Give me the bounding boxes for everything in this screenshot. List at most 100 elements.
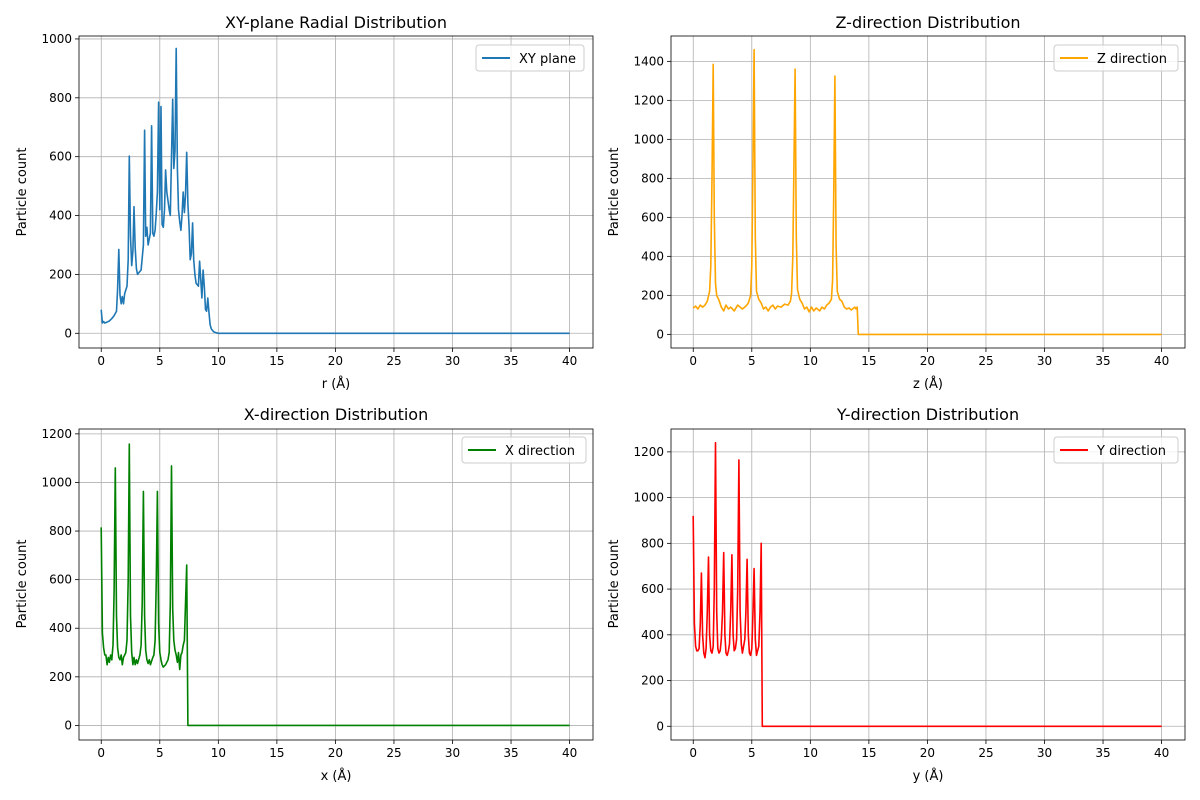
x-tick-label: 0 <box>97 746 105 760</box>
x-axis-label: r (Å) <box>322 376 351 392</box>
y-tick-label: 1200 <box>633 445 664 459</box>
y-tick-label: 1200 <box>41 427 72 441</box>
y-tick-label: 600 <box>641 210 664 224</box>
x-tick-label: 35 <box>503 354 518 368</box>
axes-frame <box>670 35 1186 349</box>
x-tick-label: 15 <box>861 354 876 368</box>
axes-frame <box>78 35 594 349</box>
legend-box <box>1053 44 1179 72</box>
y-tick-label: 800 <box>641 536 664 550</box>
series-line <box>100 443 570 727</box>
x-axis-label: y (Å) <box>913 768 944 784</box>
y-tick-label: 400 <box>49 209 72 223</box>
x-tick-label: 40 <box>562 746 577 760</box>
chart-title: Y-direction Distribution <box>836 405 1019 424</box>
x-tick-label: 40 <box>562 354 577 368</box>
x-tick-label: 25 <box>978 746 993 760</box>
y-tick-label: 800 <box>641 171 664 185</box>
legend-label: Y direction <box>1096 444 1166 459</box>
x-tick-label: 40 <box>1154 746 1169 760</box>
x-tick-label: 20 <box>328 746 343 760</box>
x-tick-label: 25 <box>978 354 993 368</box>
legend-box <box>1053 436 1179 464</box>
x-tick-label: 15 <box>861 746 876 760</box>
plot-area: 0 5 10 15 20 25 30 35 40020040060080010001200140… <box>633 35 1186 368</box>
x-tick-label: 30 <box>445 354 460 368</box>
legend: X direction <box>461 436 587 464</box>
y-tick-label: 200 <box>641 674 664 688</box>
x-tick-label: 5 <box>748 354 756 368</box>
subplot-x-direction: X-direction Distribution 0 5 10 15 20 25 30 35 4… <box>15 405 594 784</box>
legend: XY plane <box>475 44 585 72</box>
x-tick-label: 10 <box>211 354 226 368</box>
y-tick-label: 400 <box>49 621 72 635</box>
x-tick-label: 20 <box>920 746 935 760</box>
y-tick-label: 1000 <box>41 32 72 46</box>
legend: Z direction <box>1053 44 1179 72</box>
y-tick-label: 1200 <box>633 93 664 107</box>
x-tick-label: 20 <box>328 354 343 368</box>
y-axis-label: Particle count <box>15 148 30 237</box>
y-tick-label: 0 <box>656 327 664 341</box>
legend-label: X direction <box>505 444 575 459</box>
y-tick-label: 200 <box>49 670 72 684</box>
y-axis-label: Particle count <box>607 148 622 237</box>
series-line <box>692 48 1162 336</box>
y-tick-label: 400 <box>641 628 664 642</box>
axes-frame <box>670 428 1186 741</box>
subplot-y-direction: Y-direction Distribution 0 5 10 15 20 25 30 35 4… <box>607 405 1186 784</box>
x-tick-label: 30 <box>1037 354 1052 368</box>
subplot-z-direction: Z-direction Distribution 0 5 10 15 20 25 30 35 4… <box>607 13 1186 392</box>
y-tick-label: 800 <box>49 524 72 538</box>
x-tick-label: 5 <box>748 746 756 760</box>
y-tick-label: 1000 <box>633 132 664 146</box>
legend-label: XY plane <box>519 52 576 67</box>
legend-label: Z direction <box>1097 52 1167 67</box>
x-axis-label: x (Å) <box>321 768 352 784</box>
y-tick-label: 600 <box>49 573 72 587</box>
y-tick-label: 1000 <box>41 475 72 489</box>
x-tick-label: 30 <box>445 746 460 760</box>
x-tick-label: 0 <box>689 354 697 368</box>
x-tick-label: 20 <box>920 354 935 368</box>
y-axis-label: Particle count <box>607 540 622 629</box>
series-line <box>692 441 1162 728</box>
y-tick-label: 600 <box>641 582 664 596</box>
chart-title: Z-direction Distribution <box>836 13 1021 32</box>
x-axis-label: z (Å) <box>913 376 943 392</box>
y-tick-label: 200 <box>641 288 664 302</box>
x-tick-label: 5 <box>156 354 164 368</box>
y-tick-label: 200 <box>49 267 72 281</box>
x-tick-label: 15 <box>269 354 284 368</box>
y-tick-label: 600 <box>49 150 72 164</box>
y-tick-label: 800 <box>49 91 72 105</box>
y-tick-label: 0 <box>64 326 72 340</box>
x-tick-label: 5 <box>156 746 164 760</box>
x-tick-label: 15 <box>269 746 284 760</box>
x-tick-label: 25 <box>386 354 401 368</box>
y-tick-label: 1400 <box>633 54 664 68</box>
subplot-xy-plane: XY-plane Radial Distribution 0 5 10 15 20 25 3… <box>15 13 594 392</box>
y-tick-label: 1000 <box>633 491 664 505</box>
y-tick-label: 0 <box>656 719 664 733</box>
x-tick-label: 0 <box>97 354 105 368</box>
x-tick-label: 30 <box>1037 746 1052 760</box>
chart-title: X-direction Distribution <box>244 405 428 424</box>
x-tick-label: 25 <box>386 746 401 760</box>
x-tick-label: 35 <box>503 746 518 760</box>
chart-title: XY-plane Radial Distribution <box>225 13 447 32</box>
x-tick-label: 35 <box>1095 354 1110 368</box>
x-tick-label: 10 <box>803 746 818 760</box>
y-tick-label: 400 <box>641 249 664 263</box>
x-tick-label: 35 <box>1095 746 1110 760</box>
legend: Y direction <box>1053 436 1179 464</box>
x-tick-label: 10 <box>211 746 226 760</box>
legend-box <box>475 44 585 72</box>
legend-box <box>461 436 587 464</box>
y-tick-label: 0 <box>64 718 72 732</box>
